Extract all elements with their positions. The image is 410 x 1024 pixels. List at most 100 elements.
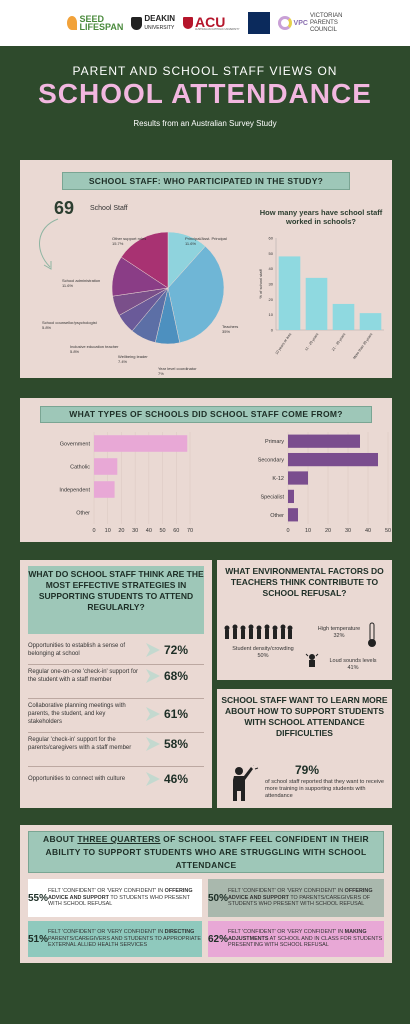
environment-card: WHAT ENVIRONMENTAL FACTORS DO TEACHERS T… — [217, 560, 392, 680]
sector-bar-chart: 0 10 20 30 40 50 60 70 Government Catholic Indepen… — [59, 432, 193, 534]
confidence-bold: MAKING ADJUSTMENTS — [228, 929, 367, 942]
y-tick-label: 20 — [269, 297, 274, 302]
pie-slice-label: Year level coordinator — [158, 366, 197, 371]
confidence-box: 50% FELT 'CONFIDENT' OR 'VERY CONFIDENT'… — [208, 879, 384, 917]
school-types-card: WHAT TYPES OF SCHOOLS DID SCHOOL STAFF C… — [20, 398, 392, 542]
school-types-banner: WHAT TYPES OF SCHOOLS DID SCHOOL STAFF C… — [40, 406, 372, 423]
y-tick-label: 40 — [269, 266, 274, 271]
confidence-pre: FELT 'CONFIDENT' OR 'VERY CONFIDENT' IN — [228, 929, 344, 936]
confidence-text: FELT 'CONFIDENT' OR 'VERY CONFIDENT' IN … — [228, 929, 384, 949]
pie-slice-value: 7% — [158, 371, 164, 376]
strategy-text: Regular 'check-in' support for the paren… — [28, 737, 132, 751]
pie-slice-label: Principal/Asst. Principal — [185, 236, 227, 241]
x-tick-label: 70 — [187, 528, 193, 534]
x-tick-label: 60 — [173, 528, 179, 534]
x-tick-label: 21 - 30 years — [331, 332, 346, 352]
arrow-icon — [146, 643, 160, 657]
acu-logo-subtext: AUSTRALIAN CATHOLIC UNIVERSITY — [195, 27, 240, 31]
category-bar — [94, 481, 115, 498]
arrow-icon — [146, 737, 160, 751]
page-title: SCHOOL ATTENDANCE — [38, 78, 372, 109]
y-axis-label: % of school staff — [258, 268, 263, 298]
strategy-item: Regular 'check-in' support for the paren… — [28, 736, 204, 752]
x-tick-label: 0 — [92, 528, 95, 534]
acu-logo: ACU AUSTRALIAN CATHOLIC UNIVERSITY — [183, 15, 240, 31]
pie-slice-value: 11.6% — [62, 283, 73, 288]
confidence-post: PARENTS/CAREGIVERS AND STUDENTS TO APPRO… — [48, 935, 201, 949]
y-tick-label: 0 — [271, 328, 274, 333]
noise-factor: Loud sounds levels 41% — [321, 658, 385, 672]
x-tick-label: 20 — [118, 528, 124, 534]
confidence-pct: 55% — [28, 892, 49, 904]
loud-sound-icon — [305, 653, 319, 667]
x-tick-label: 40 — [365, 528, 371, 534]
category-bar — [94, 435, 188, 452]
strategies-question: WHAT DO SCHOOL STAFF THINK ARE THE MOST … — [28, 566, 204, 634]
noise-pct: 41% — [347, 665, 359, 671]
x-tick-label: 11 - 20 years — [304, 332, 319, 351]
person-raising-hand-icon — [233, 765, 259, 801]
confidence-banner-emphasis: THREE QUARTERS — [77, 834, 161, 844]
roles-pie-chart: Principal/Asst. Principal11.6%Teachers35… — [42, 231, 238, 376]
pie-slice-label: Other support roles — [112, 236, 146, 241]
participants-banner: SCHOOL STAFF: WHO PARTICIPATED IN THE ST… — [62, 172, 350, 190]
deakin-logo-line1: DEAKIN — [144, 13, 175, 23]
deakin-logo: DEAKIN UNIVERSITY — [131, 13, 175, 32]
pie-slice-label: Teachers — [222, 324, 238, 329]
acu-crest-icon — [183, 17, 193, 29]
x-tick-label: 10 — [105, 528, 111, 534]
confidence-text: FELT 'CONFIDENT' OR 'VERY CONFIDENT' IN … — [228, 888, 384, 908]
y-tick-label: 50 — [269, 251, 274, 256]
x-tick-label: 30 — [132, 528, 138, 534]
confidence-bold: OFFERING ADVICE AND SUPPORT — [48, 888, 193, 901]
confidence-post: AT SCHOOL AND IN CLASS FOR STUDENTS PRES… — [228, 935, 383, 949]
temp-pct: 32% — [333, 633, 345, 639]
seed-logo-line2: LIFESPAN — [79, 22, 124, 32]
x-tick-label: 10 years or less — [274, 332, 292, 355]
vpc-ring-icon — [277, 16, 292, 30]
y-tick-label: 10 — [269, 312, 274, 317]
confidence-bold: DIRECTING — [164, 929, 195, 936]
environment-question: WHAT ENVIRONMENTAL FACTORS DO TEACHERS T… — [225, 566, 384, 598]
year-bar — [305, 277, 328, 330]
category-bar — [288, 508, 298, 522]
temperature-factor: High temperature 32% — [309, 626, 369, 640]
category-label: Other — [270, 513, 284, 519]
pie-slice-label: School administration — [62, 278, 100, 283]
pie-slice-label: Inclusive education teacher — [70, 344, 119, 349]
confidence-banner-post: OF SCHOOL STAFF FEEL CONFIDENT IN THEIR … — [45, 834, 369, 870]
seed-lifespan-logo: SEED LIFESPAN — [67, 14, 124, 32]
strategy-item: Regular one-on-one 'check-in' support fo… — [28, 668, 204, 684]
pie-slice-value: 5.8% — [42, 325, 52, 330]
confidence-pct: 51% — [28, 933, 49, 945]
confidence-pre: FELT 'CONFIDENT' OR 'VERY CONFIDENT' IN — [48, 888, 164, 895]
confidence-banner: ABOUT THREE QUARTERS OF SCHOOL STAFF FEE… — [28, 831, 384, 873]
category-label: Other — [76, 511, 90, 517]
confidence-bold: OFFERING ADVICE AND SUPPORT — [228, 888, 373, 901]
category-label: Primary — [265, 439, 284, 445]
confidence-text: FELT 'CONFIDENT' OR 'VERY CONFIDENT' IN … — [48, 888, 202, 908]
level-bar-chart: 0 10 20 30 40 50 Primary Secondary K-12 Specialis… — [258, 432, 391, 534]
training-text: of school staff reported that they want … — [265, 779, 384, 799]
density-factor: Student density/crowding 50% — [223, 646, 303, 660]
seed-logo-line1: SEED — [79, 14, 104, 24]
deakin-logo-line2: UNIVERSITY — [144, 24, 175, 31]
leaf-icon — [67, 16, 78, 30]
arrow-icon — [146, 707, 160, 721]
training-question: SCHOOL STAFF WANT TO LEARN MORE ABOUT HO… — [221, 695, 388, 738]
strategy-text: Opportunities to establish a sense of be… — [28, 643, 126, 657]
category-label: Independent — [59, 488, 90, 494]
x-tick-label: 50 — [385, 528, 391, 534]
divider — [28, 698, 204, 699]
year-bar — [278, 256, 301, 330]
y-tick-label: 30 — [269, 282, 274, 287]
category-bar — [288, 434, 360, 448]
vpc-line2: PARENTS — [309, 19, 338, 26]
arrow-icon — [146, 772, 160, 786]
confidence-banner-pre: ABOUT — [43, 834, 75, 844]
deakin-crest-icon — [131, 16, 143, 30]
divider — [28, 766, 204, 767]
years-bar-chart: 0 10 20 30 40 50 60 % of school staff 10 years o… — [258, 236, 384, 360]
confidence-pre: FELT 'CONFIDENT' OR 'VERY CONFIDENT' IN — [48, 929, 164, 936]
strategy-text: Regular one-on-one 'check-in' support fo… — [28, 669, 139, 683]
